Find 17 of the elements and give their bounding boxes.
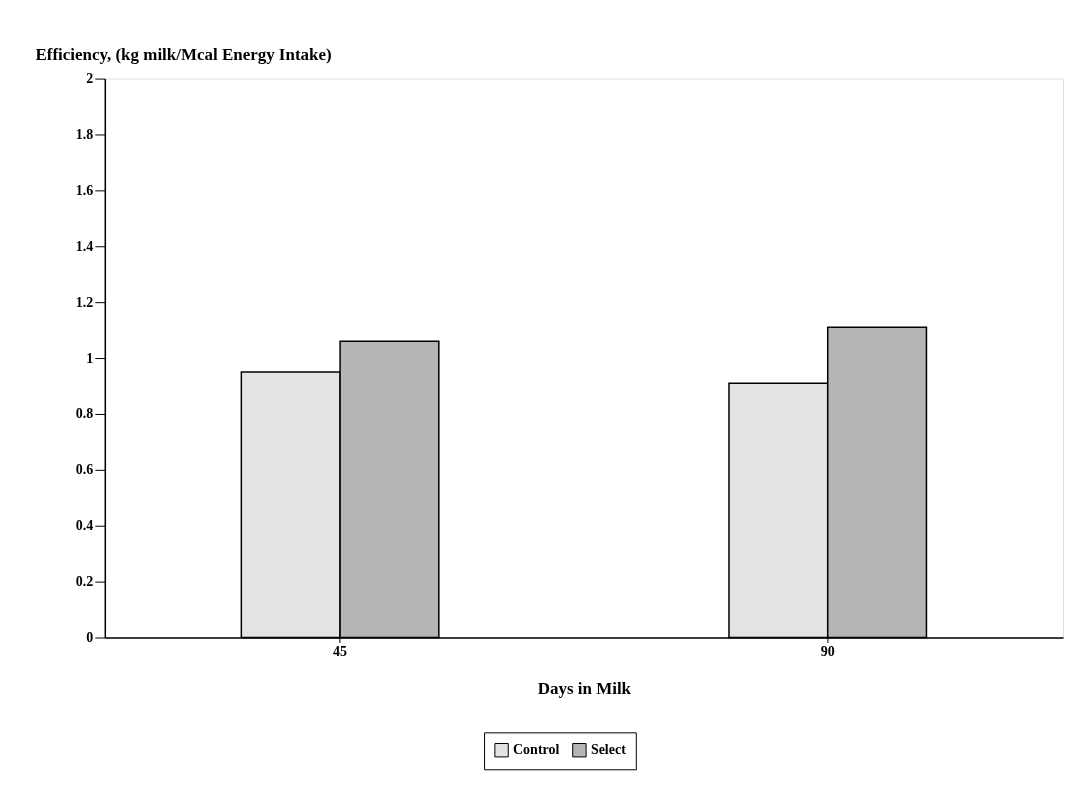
y-tick-label: 1.2 (75, 294, 94, 310)
y-tick-label: 0.8 (75, 406, 94, 422)
x-tick-label: 90 (820, 644, 835, 659)
x-axis-title: Days in Milk (537, 678, 632, 698)
y-tick-label: 1 (86, 350, 94, 366)
x-tick-label: 45 (333, 644, 348, 659)
y-tick-label: 0.4 (75, 518, 94, 534)
legend-label: Control (513, 742, 560, 758)
y-tick-label: 1.4 (75, 238, 94, 254)
y-tick-label: 0.2 (75, 574, 94, 590)
y-tick-label: 1.6 (75, 182, 94, 198)
y-tick-label: 0 (86, 630, 94, 646)
legend-label: Select (590, 742, 627, 758)
y-tick-label: 2 (86, 71, 94, 87)
y-axis-title: Efficiency, (kg milk/Mcal Energy Intake) (35, 45, 332, 65)
y-tick-label: 0.6 (75, 462, 94, 478)
y-tick-label: 1.8 (75, 126, 94, 142)
